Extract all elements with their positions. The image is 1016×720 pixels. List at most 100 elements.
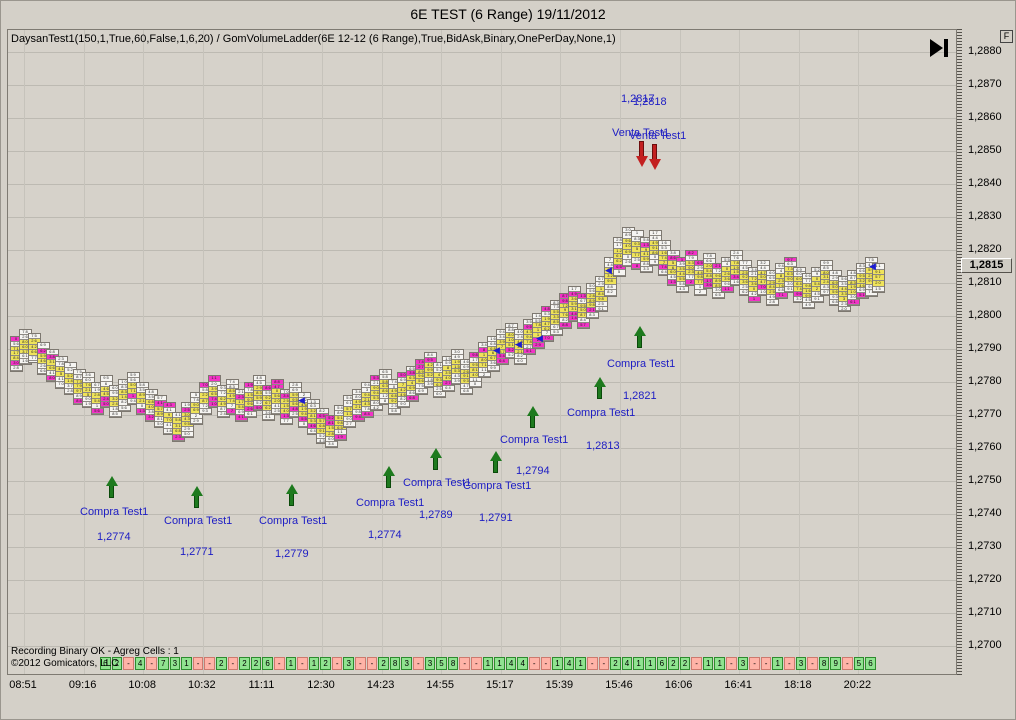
ladder-cell: 73 [785,267,796,273]
skip-to-end-icon[interactable] [930,39,948,57]
ladder-cell: 49 [218,401,229,407]
ladder-cell: 34 [281,394,292,400]
ladder-cell: 89 [416,369,427,375]
ladder-cell: 14 [533,313,544,319]
ladder-cell: 17 [11,351,22,357]
ladder-cell: 52 [65,373,76,379]
ladder-cell: 72 [560,303,571,309]
price-axis[interactable]: 1,2880 1,2870 1,2860 1,2850 1,2840 1,2830 1,28… [957,29,1015,675]
ladder-cell: 26 [245,407,256,413]
ladder-cell: 34 [515,344,526,350]
ladder-cell: 98 [353,410,364,416]
ladder-cell: 46 [38,358,49,365]
buy-arrow-icon [285,484,298,506]
ladder-cell: 81 [434,363,445,369]
agreg-cell: 4 [505,657,517,670]
agreg-cell: - [273,657,285,670]
ladder-cell: 51 [506,343,517,348]
ladder-cell: 34 [353,389,364,395]
time-axis-label: 15:46 [605,679,633,691]
ladder-cell: 2 [299,392,310,398]
volume-ladder-bar: 66 77 98 16 99 45 49 [802,273,815,310]
ladder-cell: 89 [713,278,724,284]
price-axis-label: 1,2740 [968,507,1002,519]
ladder-cell: 86 [380,389,391,395]
ladder-cell: 40 [281,409,292,414]
ladder-cell: 32 [758,260,769,266]
ladder-cell: 89 [623,233,634,239]
ladder-cell: 52 [506,347,517,353]
ladder-cell: 19 [542,316,553,322]
ladder-cell: 52 [425,372,436,378]
ladder-cell: 7 [227,403,238,409]
ladder-cell: 89 [137,393,148,399]
ladder-cell: 16 [659,250,670,256]
ladder-cell: 13 [344,411,355,417]
ladder-cell: 0 [749,286,760,292]
price-axis-label: 1,2800 [968,309,1002,321]
ladder-cell: 52 [434,368,445,373]
ladder-cell: 93 [200,408,211,415]
ladder-cell: 95 [857,273,868,279]
price-gridline [8,448,956,449]
ladder-cell: 41 [263,415,274,421]
chart-plot[interactable]: DaysanTest1(150,1,True,60,False,1,6,20) … [7,29,957,675]
ladder-cell: 95 [524,325,535,331]
ladder-cell: 28 [290,383,301,388]
ladder-cell: 78 [56,361,67,367]
ladder-cell: 30 [11,361,22,366]
price-axis-label: 1,2860 [968,111,1002,123]
ladder-cell: 65 [614,264,625,271]
ladder-cell: 80 [353,394,364,400]
ladder-cell: 10 [506,338,517,344]
ladder-cell: 83 [821,285,832,291]
ladder-cell: 69 [407,385,418,391]
ladder-cell: 68 [317,423,328,429]
buy-arrow-head [105,476,118,486]
ladder-cell: 14 [569,316,580,322]
ladder-cell: 96 [722,281,733,287]
ladder-cell: 82 [119,400,130,406]
ladder-cell: 23 [776,278,787,284]
ladder-cell: 68 [461,389,472,394]
ladder-cell: 62 [740,290,751,295]
ladder-cell: 55 [299,417,310,423]
ladder-cell: 91 [461,374,472,380]
agreg-cell: - [691,657,702,670]
time-axis[interactable]: 08:51 09:16 10:08 10:32 11:11 12:30 14:23 14:55… [7,677,957,695]
ladder-cell: 2 [533,337,544,343]
ladder-cell: 80 [479,357,490,363]
ladder-cell: 83 [857,264,868,270]
ladder-cell: 94 [299,412,310,418]
ladder-cell: 9 [812,272,823,278]
ladder-cell: 97 [74,389,85,395]
ladder-cell: 11 [470,377,481,383]
ladder-cell: 46 [857,283,868,289]
ladder-cell: 58 [389,408,400,414]
buy-arrow-head [190,486,203,496]
ladder-cell: 19 [848,285,859,291]
ladder-cell: 25 [767,290,778,296]
ladder-cell: 66 [47,365,58,371]
ladder-cell: 59 [866,268,877,274]
ladder-cell: 69 [857,288,868,294]
price-gridline [8,283,956,284]
ladder-cell: 66 [704,259,715,265]
ladder-cell: 80 [20,339,31,345]
play-triangle-icon [930,39,943,57]
agreg-cell: - [355,657,366,670]
ladder-cell: 73 [551,305,562,311]
ladder-cell: 66 [857,269,868,274]
ladder-cell: 69 [461,364,472,370]
ladder-cell: 66 [38,369,49,375]
ladder-cell: 4 [722,262,733,268]
properties-button[interactable]: F [1000,30,1013,43]
ladder-cell: 81 [155,416,166,423]
ladder-cell: 68 [146,399,157,406]
ladder-cell: 84 [11,356,22,362]
ladder-cell: 55 [551,310,562,316]
ladder-cell: 91 [812,296,823,302]
ladder-cell: 59 [128,373,139,379]
ladder-cell: 82 [686,251,697,256]
sell-arrow-icon [648,144,661,170]
